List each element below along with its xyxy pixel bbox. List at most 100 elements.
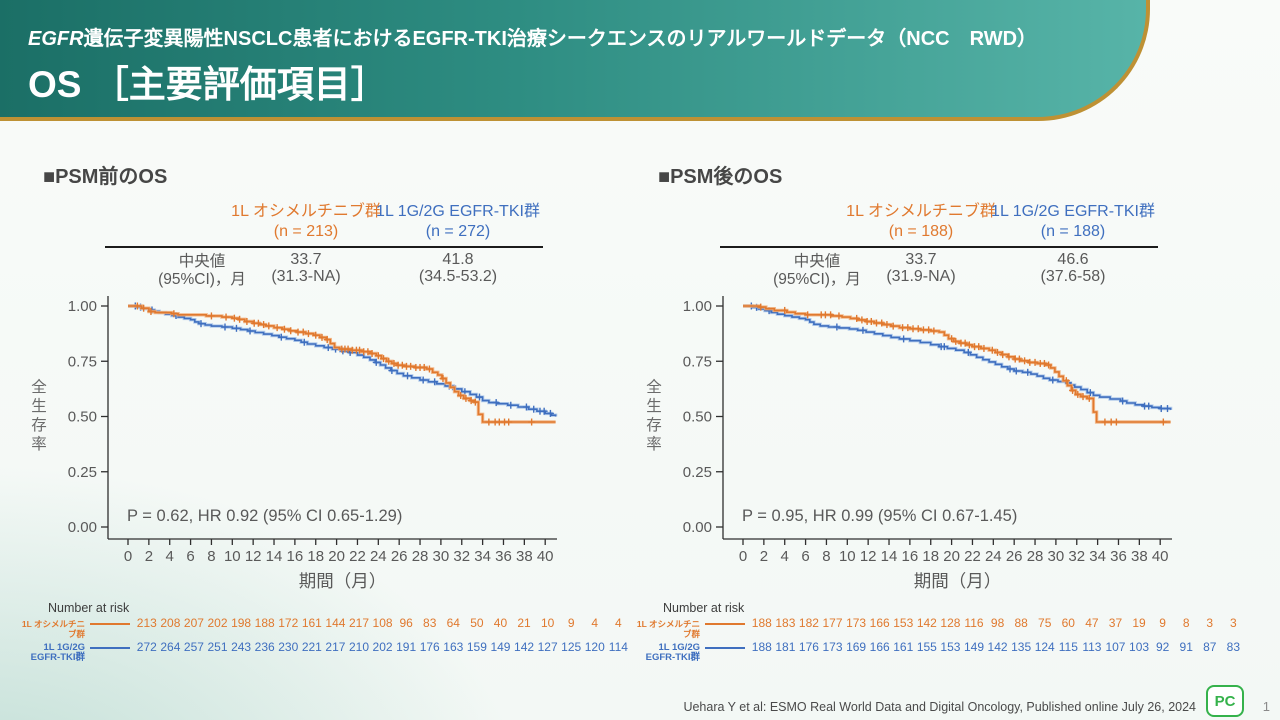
svg-text:0: 0 (739, 548, 747, 565)
risk-row-values: 188 181 176 173 169 166 161 155 153 149 142 135 124 1… (751, 640, 1241, 654)
median-1g2g: 46.6 (37.6-58) (1041, 251, 1106, 285)
risk-row-line-swatch (705, 647, 745, 649)
svg-text:24: 24 (985, 548, 1002, 565)
pc-logo: PC (1206, 685, 1244, 717)
svg-text:30: 30 (1048, 548, 1065, 565)
slide-subtitle-italic: EGFR (28, 28, 84, 50)
svg-text:6: 6 (801, 548, 809, 565)
legend-1g2g-name: 1L 1G/2G EGFR-TKI群 (991, 203, 1155, 220)
risk-row: 1L 1G/2G EGFR-TKI群 272 264 257 251 243 236 230 22… (15, 641, 630, 663)
svg-text:32: 32 (1068, 548, 1085, 565)
legend-1g2g-name: 1L 1G/2G EGFR-TKI群 (376, 203, 540, 220)
legend-osimertinib-n: (n = 188) (888, 223, 954, 240)
svg-text:全生存率: 全生存率 (646, 378, 662, 453)
legend-osimertinib-name: 1L オシメルチニブ群 (846, 203, 996, 220)
table-divider (105, 246, 543, 248)
svg-text:22: 22 (964, 548, 981, 565)
svg-text:28: 28 (412, 548, 429, 565)
section-title: ■PSM前のOS (43, 166, 168, 188)
number-at-risk-title: Number at risk (48, 601, 130, 615)
svg-text:16: 16 (902, 548, 919, 565)
median-osimertinib: 33.7 (31.3-NA) (271, 251, 340, 285)
svg-text:12: 12 (245, 548, 262, 565)
section-title: ■PSM後のOS (658, 166, 783, 188)
median-label-line1: 中央値 (793, 253, 841, 270)
svg-text:36: 36 (1110, 548, 1127, 565)
legend-1g2g: 1L 1G/2G EGFR-TKI群 (n = 272) (376, 202, 540, 242)
median-1g2g-value: 41.8 (442, 251, 474, 268)
svg-text:24: 24 (370, 548, 387, 565)
page-number: 1 (1262, 699, 1270, 714)
svg-text:0.75: 0.75 (683, 353, 712, 370)
legend-osimertinib-n: (n = 213) (273, 223, 339, 240)
svg-text:0.50: 0.50 (68, 409, 97, 426)
median-label-line1: 中央値 (178, 253, 226, 270)
svg-text:26: 26 (1006, 548, 1023, 565)
panel-psm-after: ■PSM後のOS 1L オシメルチニブ群 (n = 188) 1L 1G/2G … (630, 140, 1245, 700)
svg-text:1.00: 1.00 (683, 298, 712, 315)
svg-text:0.00: 0.00 (683, 519, 712, 536)
svg-text:40: 40 (1152, 548, 1169, 565)
svg-text:2: 2 (145, 548, 153, 565)
legend-osimertinib: 1L オシメルチニブ群 (n = 188) (846, 202, 996, 242)
legend-1g2g: 1L 1G/2G EGFR-TKI群 (n = 188) (991, 202, 1155, 242)
median-osimertinib-ci: (31.9-NA) (886, 268, 956, 285)
number-at-risk-title: Number at risk (663, 601, 745, 615)
table-divider (720, 246, 1158, 248)
svg-text:0.25: 0.25 (683, 464, 712, 481)
svg-text:18: 18 (307, 548, 324, 565)
median-label-line2: (95%CI)，月 (773, 271, 861, 288)
legend-1g2g-n: (n = 272) (425, 223, 491, 240)
svg-text:8: 8 (822, 548, 830, 565)
svg-text:14: 14 (881, 548, 898, 565)
risk-row: 1L オシメルチニブ群 213 208 207 202 198 188 172 161 144 21… (15, 616, 630, 640)
svg-text:38: 38 (516, 548, 533, 565)
median-osimertinib: 33.7 (31.9-NA) (886, 251, 955, 285)
svg-text:4: 4 (166, 548, 174, 565)
svg-text:0.00: 0.00 (68, 519, 97, 536)
risk-row-label: 1L 1G/2G EGFR-TKI群 (645, 642, 700, 663)
svg-text:16: 16 (287, 548, 304, 565)
risk-row-values: 213 208 207 202 198 188 172 161 144 217 108 96 83 64 5… (136, 616, 622, 630)
legend-osimertinib: 1L オシメルチニブ群 (n = 213) (231, 202, 381, 242)
slide-subtitle-rest: 遺伝子変異陽性NSCLC患者におけるEGFR-TKI治療シークエンスのリアルワー… (83, 28, 1038, 50)
risk-row-line-swatch (90, 623, 130, 625)
svg-text:期間（月）: 期間（月） (914, 571, 1002, 591)
median-1g2g: 41.8 (34.5-53.2) (419, 251, 497, 285)
svg-text:14: 14 (266, 548, 283, 565)
risk-row-values: 272 264 257 251 243 236 230 221 217 210 202 191 176 1… (136, 640, 628, 654)
footer-citation: Uehara Y et al: ESMO Real World Data and… (683, 700, 1196, 714)
median-label: 中央値 (95%CI)，月 (158, 253, 246, 289)
svg-text:10: 10 (224, 548, 241, 565)
svg-text:12: 12 (860, 548, 877, 565)
median-1g2g-ci: (34.5-53.2) (418, 268, 498, 285)
legend-1g2g-n: (n = 188) (1040, 223, 1106, 240)
risk-row: 1L 1G/2G EGFR-TKI群 188 181 176 173 169 166 161 15… (630, 641, 1245, 663)
header-banner: EGFR遺伝子変異陽性NSCLC患者におけるEGFR-TKI治療シークエンスのリ… (0, 0, 1150, 121)
median-osimertinib-ci: (31.3-NA) (271, 268, 341, 285)
risk-row-values: 188 183 182 177 173 166 153 142 128 116 98 88 75 60 47… (751, 616, 1237, 630)
median-osimertinib-value: 33.7 (290, 251, 322, 268)
slide-subtitle: EGFR遺伝子変異陽性NSCLC患者におけるEGFR-TKI治療シークエンスのリ… (28, 22, 1037, 51)
svg-text:38: 38 (1131, 548, 1148, 565)
slide-title: OS ［主要評価項目］ (28, 64, 388, 105)
median-1g2g-value: 46.6 (1057, 251, 1089, 268)
svg-text:20: 20 (328, 548, 345, 565)
median-osimertinib-value: 33.7 (905, 251, 937, 268)
svg-text:1.00: 1.00 (68, 298, 97, 315)
legend-osimertinib-name: 1L オシメルチニブ群 (231, 203, 381, 220)
panel-psm-before: ■PSM前のOS 1L オシメルチニブ群 (n = 213) 1L 1G/2G … (15, 140, 630, 700)
svg-text:22: 22 (349, 548, 366, 565)
risk-row-line-swatch (90, 647, 130, 649)
svg-text:0: 0 (124, 548, 132, 565)
svg-text:34: 34 (474, 548, 491, 565)
svg-text:4: 4 (781, 548, 789, 565)
svg-text:34: 34 (1089, 548, 1106, 565)
svg-text:0.25: 0.25 (68, 464, 97, 481)
svg-text:0.50: 0.50 (683, 409, 712, 426)
svg-text:6: 6 (186, 548, 194, 565)
svg-text:30: 30 (433, 548, 450, 565)
risk-row-label: 1L オシメルチニブ群 (636, 619, 700, 639)
svg-text:36: 36 (495, 548, 512, 565)
svg-text:0.75: 0.75 (68, 353, 97, 370)
